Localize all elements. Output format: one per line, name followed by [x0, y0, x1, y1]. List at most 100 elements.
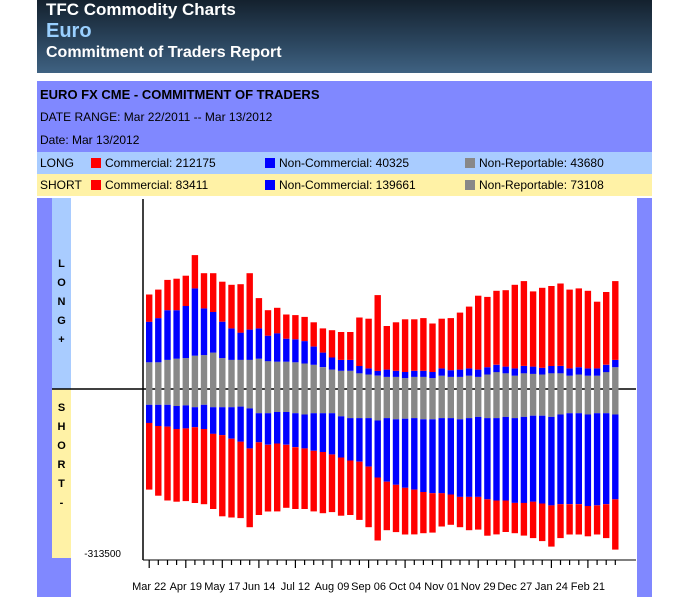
long-bar-non-commercial: [301, 341, 308, 364]
short-bar-non-commercial: [465, 418, 473, 497]
long-bar-commercial: [475, 295, 482, 370]
long-bar-non-commercial: [529, 366, 537, 374]
short-bar-non-reportable: [182, 389, 189, 406]
long-bar-non-commercial: [575, 367, 582, 375]
long-bar-non-commercial: [548, 366, 555, 374]
long-bar-commercial: [182, 275, 189, 306]
short-bar-non-commercial: [593, 413, 601, 506]
long-bar-non-reportable: [374, 375, 381, 389]
long-bar-commercial: [255, 298, 263, 329]
short-bar-commercial: [191, 427, 199, 503]
long-bar-non-reportable: [301, 363, 308, 389]
short-bar-non-reportable: [283, 389, 290, 412]
short-bar-commercial: [200, 429, 208, 505]
short-bar-commercial: [219, 435, 226, 517]
long-bar-commercial: [502, 290, 509, 367]
short-bar-commercial: [283, 444, 290, 508]
long-bar-non-commercial: [164, 310, 171, 360]
long-bar-commercial: [356, 317, 363, 366]
short-bar-non-reportable: [310, 389, 317, 414]
short-bar-commercial: [575, 504, 582, 535]
long-bar-non-reportable: [548, 373, 555, 389]
long-letter: N: [57, 296, 66, 308]
long-bar-non-commercial: [255, 328, 263, 359]
short-bar-commercial: [383, 481, 390, 531]
long-bar-non-commercial: [411, 370, 418, 377]
short-bar-commercial: [557, 504, 564, 539]
long-bar-commercial: [411, 319, 418, 371]
commercial-swatch: [91, 158, 101, 168]
long-bar-non-commercial: [310, 346, 317, 365]
short-bar-commercial: [337, 457, 345, 516]
short-bar-non-reportable: [219, 389, 226, 408]
long-bar-commercial: [264, 310, 272, 336]
short-bar-commercial: [310, 450, 317, 512]
short-bar-non-commercial: [182, 405, 189, 429]
long-bar-non-commercial: [146, 321, 153, 363]
short-letter: T: [58, 478, 65, 490]
long-bar-non-commercial: [429, 372, 436, 379]
long-row-label: LONG: [40, 156, 75, 170]
short-bar-non-reportable: [566, 389, 573, 414]
long-bar-commercial: [164, 279, 171, 311]
x-tick-label: Oct 04: [389, 581, 421, 593]
short-bar-commercial: [301, 448, 308, 509]
long-bar-non-commercial: [511, 368, 518, 376]
short-bar-non-commercial: [484, 418, 491, 500]
long-bar-non-reportable: [484, 374, 491, 389]
short-bar-non-commercial: [603, 413, 610, 505]
long-bar-non-reportable: [456, 376, 464, 389]
short-bar-non-reportable: [593, 389, 601, 414]
long-bar-non-reportable: [593, 375, 601, 389]
short-bar-non-commercial: [228, 407, 235, 439]
long-bar-non-reportable: [219, 358, 226, 389]
long-bar-commercial: [593, 301, 601, 369]
long-bar-non-reportable: [182, 358, 189, 389]
long-bar-non-commercial: [292, 339, 299, 363]
short-bar-non-commercial: [328, 413, 336, 455]
long-bar-non-commercial: [593, 368, 601, 376]
long-bar-non-reportable: [191, 355, 199, 389]
short-non-reportable-text: Non-Reportable: 73108: [479, 178, 604, 192]
short-bar-commercial: [539, 503, 546, 542]
long-bar-non-reportable: [337, 370, 345, 389]
long-bar-commercial: [539, 287, 546, 368]
short-bar-non-reportable: [228, 389, 235, 408]
short-bar-commercial: [264, 444, 272, 512]
short-bar-non-reportable: [374, 389, 381, 421]
long-bar-commercial: [520, 281, 528, 366]
long-bar-commercial: [456, 312, 464, 370]
short-letter: H: [57, 421, 66, 433]
short-bar-commercial: [210, 433, 217, 509]
short-bar-non-reportable: [264, 389, 272, 414]
short-bar-non-commercial: [557, 414, 564, 505]
long-bar-non-reportable: [465, 375, 473, 389]
long-bar-non-reportable: [155, 362, 162, 389]
long-bar-non-reportable: [347, 370, 354, 389]
short-bar-non-reportable: [255, 389, 263, 414]
short-bar-non-commercial: [566, 413, 573, 505]
short-bar-commercial: [493, 500, 500, 535]
short-bar-non-commercial: [429, 419, 436, 494]
long-non-commercial-text: Non-Commercial: 40325: [279, 156, 410, 170]
short-bar-commercial: [255, 442, 263, 515]
long-bar-commercial: [155, 289, 162, 319]
long-bar-non-reportable: [146, 362, 153, 389]
long-bar-non-commercial: [274, 333, 281, 362]
long-bar-non-commercial: [191, 288, 199, 356]
long-bar-non-commercial: [438, 368, 445, 376]
long-bar-non-commercial: [210, 312, 217, 353]
long-bar-non-reportable: [584, 375, 592, 389]
long-bar-non-reportable: [255, 358, 263, 389]
short-bar-non-reportable: [511, 389, 518, 419]
short-bar-commercial: [392, 484, 400, 533]
short-bar-commercial: [520, 502, 528, 536]
short-bar-non-reportable: [328, 389, 336, 414]
long-bar-non-reportable: [200, 355, 208, 389]
short-bar-non-reportable: [612, 389, 619, 415]
short-bar-non-commercial: [146, 404, 153, 423]
long-bar-commercial: [274, 307, 281, 334]
long-bar-non-commercial: [520, 366, 528, 374]
short-non-commercial-text: Non-Commercial: 139661: [279, 178, 416, 192]
short-bar-non-commercial: [584, 414, 592, 506]
